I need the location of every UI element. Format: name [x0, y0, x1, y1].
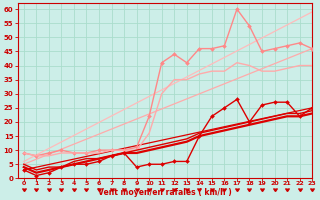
X-axis label: Vent moyen/en rafales ( km/h ): Vent moyen/en rafales ( km/h ) [98, 188, 232, 197]
